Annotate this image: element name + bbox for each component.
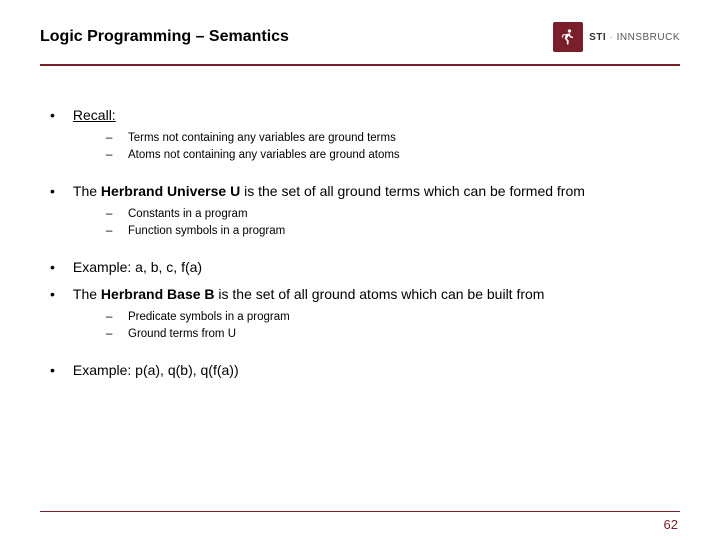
bullet-marker: • [50,361,55,380]
bullet-text: The Herbrand Base B is the set of all gr… [73,285,670,304]
sub-bullet-text: Predicate symbols in a program [128,310,290,326]
sub-bullet-item: –Predicate symbols in a program [106,310,670,326]
sub-bullet-marker: – [106,327,116,343]
bullet-text: Example: p(a), q(b), q(f(a)) [73,361,670,380]
sub-bullet-text: Ground terms from U [128,327,236,343]
bullet-item: • Example: a, b, c, f(a) [50,258,670,277]
sub-bullet-item: –Constants in a program [106,207,670,223]
bullet-item: • Example: p(a), q(b), q(f(a)) [50,361,670,380]
bullet-marker: • [50,106,55,125]
sub-bullet-marker: – [106,310,116,326]
sub-bullet-item: –Atoms not containing any variables are … [106,148,670,164]
logo: STI · INNSBRUCK [553,22,680,52]
logo-text: STI · INNSBRUCK [589,32,680,43]
sub-bullet-marker: – [106,224,116,240]
sub-bullet-list: –Constants in a program–Function symbols… [106,207,670,240]
bullet-text: Recall: [73,106,670,125]
footer-divider [40,511,680,512]
slide-content: •Recall:–Terms not containing any variab… [0,66,720,388]
slide-header: Logic Programming – Semantics STI · INNS… [0,0,720,60]
bullet-text: The Herbrand Universe U is the set of al… [73,182,670,201]
sub-bullet-item: –Terms not containing any variables are … [106,131,670,147]
sub-bullet-text: Terms not containing any variables are g… [128,131,396,147]
slide: Logic Programming – Semantics STI · INNS… [0,0,720,540]
bullet-marker: • [50,285,55,304]
bullet-marker: • [50,182,55,201]
runner-icon [553,22,583,52]
sub-bullet-item: –Function symbols in a program [106,224,670,240]
logo-org-bold: STI [589,32,606,43]
slide-title: Logic Programming – Semantics [40,28,289,46]
sub-bullet-text: Constants in a program [128,207,248,223]
bullet-item: • The Herbrand Universe U is the set of a… [50,182,670,201]
sub-bullet-list: –Predicate symbols in a program–Ground t… [106,310,670,343]
sub-bullet-list: –Terms not containing any variables are … [106,131,670,164]
logo-org-rest: INNSBRUCK [617,32,680,43]
bullet-text: Example: a, b, c, f(a) [73,258,670,277]
sub-bullet-marker: – [106,148,116,164]
bullet-marker: • [50,258,55,277]
sub-bullet-text: Function symbols in a program [128,224,285,240]
bullet-item: • Recall: [50,106,670,125]
bullet-item: • The Herbrand Base B is the set of all g… [50,285,670,304]
sub-bullet-marker: – [106,131,116,147]
sub-bullet-item: –Ground terms from U [106,327,670,343]
page-number: 62 [664,517,678,532]
sub-bullet-marker: – [106,207,116,223]
sub-bullet-text: Atoms not containing any variables are g… [128,148,400,164]
